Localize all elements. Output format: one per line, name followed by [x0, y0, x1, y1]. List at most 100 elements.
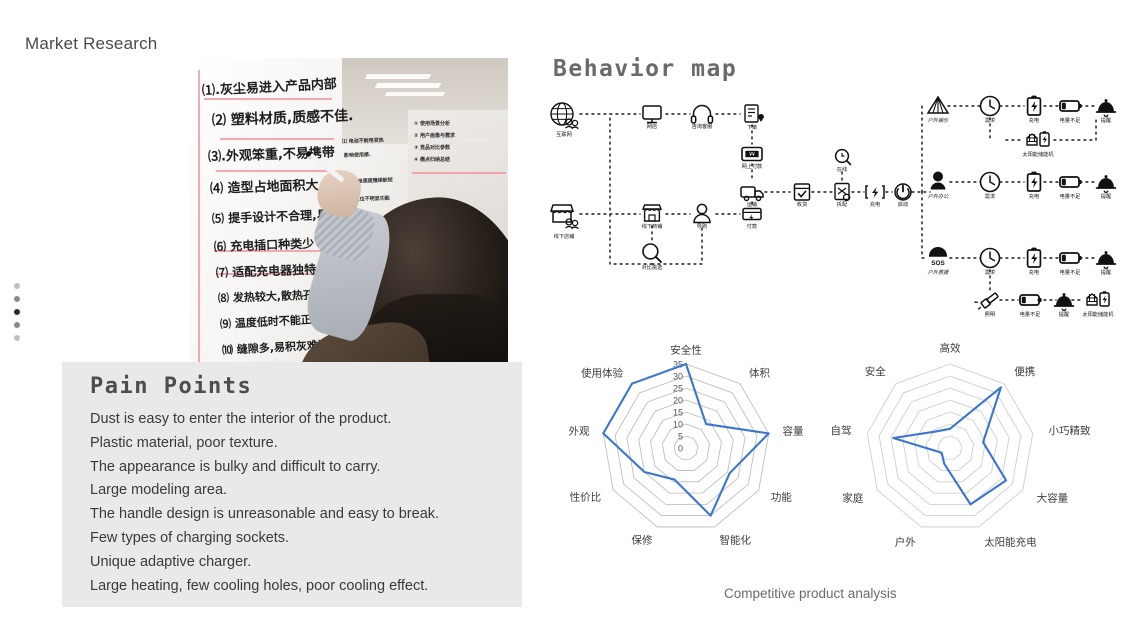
handwriting-note: ② 用户画像与需求: [414, 133, 455, 139]
battery-low-icon: [1059, 100, 1083, 112]
headset-icon: [690, 104, 714, 124]
node-label: 下单: [747, 123, 757, 131]
bell-icon: [1053, 292, 1075, 312]
handwriting-note: ① 使用场景分析: [414, 121, 450, 127]
node-label: 收货: [797, 200, 807, 208]
radar-tick-label: 20: [673, 395, 683, 405]
radar-axis-label: 小巧精致: [1048, 424, 1091, 437]
radar-series-polygon: [602, 362, 770, 517]
solar-battery-icon: [1086, 290, 1110, 307]
battery-charging-icon: [1026, 94, 1042, 116]
bell-icon: [1095, 174, 1117, 194]
deco-dot: [14, 322, 20, 328]
node-label: 线下店铺: [554, 232, 575, 240]
storefront-icon: [642, 204, 662, 222]
clock-icon: [979, 247, 1001, 269]
power-icon: [894, 183, 912, 201]
radar-axis-label: 性价比: [570, 490, 602, 503]
radar-axis-label: 高效: [940, 341, 961, 354]
radar-axis-label: 功能: [771, 490, 792, 503]
radar-tick-label: 25: [673, 383, 683, 393]
clock-icon: [979, 171, 1001, 193]
node-label: 启动: [898, 200, 908, 208]
radar-axis-label: 家庭: [842, 491, 863, 504]
behavior-map-diagram: ¥¥: [550, 94, 1117, 318]
step-label: 电量不足: [1060, 192, 1081, 200]
shop-people-icon: [550, 204, 580, 230]
unpack-icon: [834, 182, 851, 202]
step-label: 需求: [985, 268, 996, 276]
person-head-icon: [930, 171, 946, 191]
highlight-line: [216, 170, 332, 172]
handwriting-note: 影响使用感.: [343, 152, 372, 159]
page-title: Market Research: [25, 34, 158, 53]
battery-charging-icon: [1026, 246, 1042, 268]
node-label: 运输: [747, 200, 758, 208]
card-reader-icon: [741, 146, 763, 162]
deco-dot: [14, 309, 20, 315]
radar-axis-label: 安全: [865, 365, 886, 378]
truck-icon: [740, 186, 764, 202]
step-label: 需求: [985, 116, 996, 124]
step-label: 太阳能储能机: [1082, 310, 1114, 318]
handwriting-line: ⑷ 造型占地面积大.: [209, 178, 324, 197]
step-label: 充电: [1029, 268, 1039, 276]
pain-points-panel: Pain Points Dust is easy to enter the in…: [62, 362, 522, 607]
pain-point-item: The handle design is unreasonable and ea…: [90, 506, 440, 523]
radar-axis-label: 安全性: [670, 343, 702, 356]
behavior-map-heading: Behavior map: [553, 56, 738, 82]
battery-low-icon: [1019, 294, 1043, 306]
node-label: 在线: [837, 165, 847, 173]
person-icon: [693, 203, 711, 224]
decorative-dots: [14, 283, 26, 348]
step-label: 提醒: [1101, 116, 1111, 124]
box-check-icon: [793, 183, 811, 201]
pain-point-item: Large modeling area.: [90, 482, 228, 499]
highlight-line: [214, 250, 324, 252]
deco-dot: [14, 283, 20, 289]
whiteboard-research-photo: ⑴.灰尘易进入产品内部 ⑵ 塑料材质,质感不佳. ⑶.外观笨重,不易携带 ⑷ 造…: [190, 58, 508, 388]
handwriting-line: ⑹ 充电插口种类少: [213, 236, 315, 254]
node-label: 咨询客服: [692, 122, 714, 130]
radar-axis-label: 便携: [1014, 365, 1035, 378]
highlight-line: [204, 98, 332, 100]
handwriting-line: ⑺ 适配充电器独特: [215, 262, 317, 280]
pain-point-item: Unique adaptive charger.: [90, 553, 252, 570]
step-label: 提醒: [1101, 192, 1111, 200]
solar-battery-icon: [1026, 130, 1050, 147]
pos-icon: [742, 207, 762, 222]
bolt-bracket-icon: [865, 185, 885, 199]
pain-points-list: Dust is easy to enter the interior of th…: [90, 408, 510, 598]
radar-tick-label: 35: [673, 359, 683, 369]
battery-low-icon: [1059, 252, 1083, 264]
pain-points-heading: Pain Points: [90, 374, 253, 399]
radar-tick-label: 30: [673, 371, 683, 381]
battery-charging-icon: [1026, 170, 1042, 192]
node-label: 互联网: [556, 130, 572, 138]
node-label: 充电: [870, 200, 880, 208]
tent-icon: [927, 96, 949, 114]
battery-low-icon: [1059, 176, 1083, 188]
radar-axis-label: 使用体验: [581, 366, 623, 379]
search-clock-icon: [834, 148, 852, 166]
deco-dot: [14, 335, 20, 341]
behavior-map-icons: [550, 94, 1117, 313]
handwriting-note: ⑴ 电池不耐用发热: [341, 137, 384, 145]
order-doc-icon: [744, 104, 765, 123]
node-label: 线下商铺: [642, 222, 663, 230]
clock-icon: [979, 95, 1001, 117]
ceiling-light: [384, 92, 446, 96]
ceiling-light: [364, 74, 432, 79]
step-label: 电量不足: [1060, 116, 1081, 124]
bell-icon: [1095, 98, 1117, 118]
radar-axis-label: 智能化: [720, 533, 752, 546]
highlight-line: [412, 172, 506, 174]
radar-series-polygon: [892, 386, 1008, 506]
radar-axis-label: 大容量: [1037, 491, 1069, 504]
radar-tick-label: 0: [678, 443, 683, 453]
node-label: 拆配: [837, 200, 848, 208]
node-label: 付款: [747, 222, 758, 230]
node-label: 导购: [697, 222, 707, 230]
